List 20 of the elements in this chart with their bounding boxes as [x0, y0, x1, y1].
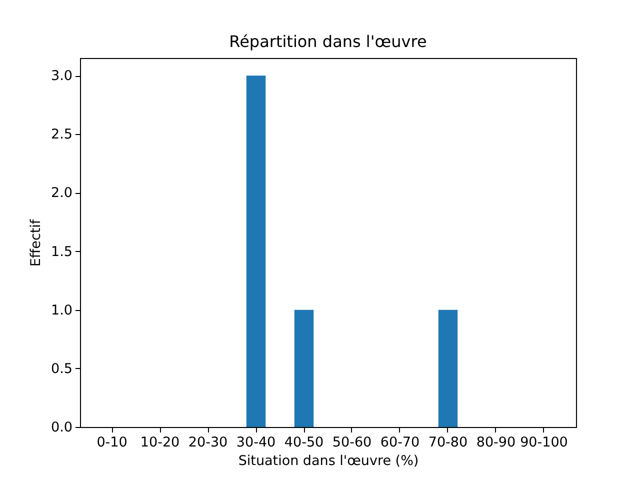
x-axis-title: Situation dans l'œuvre (%)	[238, 453, 419, 469]
x-tick-label: 30-40	[236, 434, 276, 450]
x-tick-label: 80-90	[476, 434, 516, 450]
y-tick-label: 2.5	[51, 126, 72, 143]
y-tick-label: 2.0	[51, 185, 72, 202]
y-tick-label: 1.0	[51, 302, 72, 318]
x-tick-label: 70-80	[428, 434, 468, 450]
y-tick-label: 1.5	[51, 244, 72, 260]
x-tick-label: 50-60	[332, 434, 372, 450]
y-tick-label: 0.0	[51, 420, 72, 436]
x-tick-label: 60-70	[380, 434, 420, 450]
y-tick-label: 0.5	[51, 360, 72, 377]
y-tick-label: 3.0	[51, 68, 72, 84]
y-axis-title: Effectif	[28, 218, 44, 267]
x-tick-label: 40-50	[284, 434, 324, 450]
x-tick-label: 10-20	[140, 434, 180, 450]
x-tick-label: 0-10	[96, 434, 128, 450]
chart-title: Répartition dans l'œuvre	[229, 32, 427, 51]
x-tick-label: 90-100	[520, 434, 568, 450]
x-tick-label: 20-30	[188, 434, 228, 450]
